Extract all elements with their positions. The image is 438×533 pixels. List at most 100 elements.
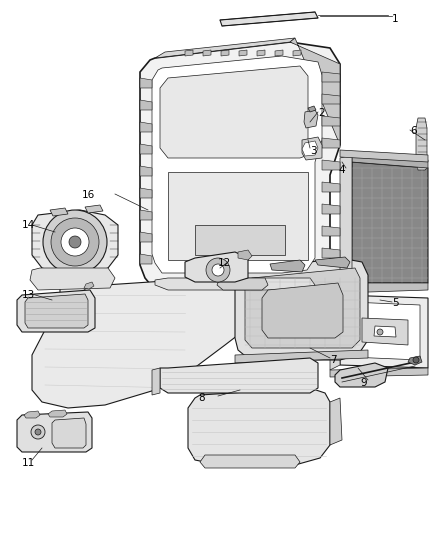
Circle shape (51, 218, 99, 266)
Polygon shape (160, 358, 318, 393)
Text: 3: 3 (310, 146, 317, 156)
Polygon shape (362, 318, 408, 345)
Text: 9: 9 (360, 378, 367, 388)
Polygon shape (322, 138, 340, 148)
Circle shape (43, 210, 107, 274)
Polygon shape (330, 368, 428, 377)
Polygon shape (315, 257, 350, 268)
Polygon shape (217, 278, 268, 290)
Circle shape (35, 429, 41, 435)
Polygon shape (52, 418, 86, 448)
Polygon shape (140, 78, 152, 88)
Circle shape (377, 329, 383, 335)
Polygon shape (330, 398, 342, 445)
Polygon shape (220, 12, 318, 26)
Polygon shape (221, 50, 229, 56)
Polygon shape (140, 188, 152, 198)
Polygon shape (155, 278, 315, 290)
Polygon shape (245, 268, 360, 348)
Polygon shape (140, 144, 152, 154)
Polygon shape (340, 295, 428, 368)
Polygon shape (308, 106, 316, 112)
Polygon shape (17, 412, 92, 452)
Polygon shape (293, 50, 301, 56)
Text: 5: 5 (392, 298, 399, 308)
Polygon shape (30, 268, 115, 290)
Polygon shape (155, 38, 295, 58)
Polygon shape (322, 116, 340, 126)
Polygon shape (200, 455, 300, 468)
Polygon shape (322, 204, 340, 214)
Polygon shape (50, 208, 68, 216)
Circle shape (206, 258, 230, 282)
Polygon shape (322, 94, 340, 104)
Text: 16: 16 (82, 190, 95, 200)
Polygon shape (374, 326, 396, 337)
Circle shape (413, 357, 419, 363)
Polygon shape (25, 294, 88, 328)
Text: 4: 4 (338, 165, 345, 175)
Polygon shape (140, 232, 152, 242)
Polygon shape (275, 50, 283, 56)
Polygon shape (235, 258, 368, 360)
Polygon shape (152, 56, 322, 273)
Polygon shape (304, 110, 318, 128)
Polygon shape (85, 205, 103, 213)
Polygon shape (84, 282, 94, 289)
Polygon shape (322, 160, 340, 170)
Polygon shape (185, 252, 248, 282)
Polygon shape (203, 50, 211, 56)
Polygon shape (17, 290, 95, 332)
Text: 8: 8 (198, 393, 205, 403)
Text: 13: 13 (22, 290, 35, 300)
Text: 14: 14 (22, 220, 35, 230)
Text: 1: 1 (392, 14, 399, 24)
Polygon shape (416, 118, 427, 170)
Circle shape (61, 228, 89, 256)
Polygon shape (32, 275, 248, 408)
Circle shape (31, 425, 45, 439)
Polygon shape (322, 248, 340, 258)
Polygon shape (140, 42, 340, 290)
Polygon shape (235, 350, 368, 363)
Polygon shape (322, 226, 340, 236)
Polygon shape (322, 72, 340, 82)
Polygon shape (340, 283, 428, 293)
Polygon shape (257, 50, 265, 56)
Polygon shape (335, 363, 388, 387)
Polygon shape (238, 250, 252, 260)
Polygon shape (352, 155, 428, 168)
Polygon shape (188, 388, 330, 465)
Polygon shape (322, 182, 340, 192)
Polygon shape (140, 122, 152, 132)
Polygon shape (408, 356, 422, 365)
Polygon shape (340, 155, 352, 286)
Text: 12: 12 (218, 258, 231, 268)
Polygon shape (350, 302, 420, 360)
Polygon shape (340, 150, 428, 162)
Polygon shape (140, 100, 152, 110)
Text: 6: 6 (410, 126, 417, 136)
Polygon shape (152, 368, 160, 395)
Polygon shape (160, 66, 308, 158)
Text: 11: 11 (22, 458, 35, 468)
Polygon shape (352, 162, 428, 283)
Polygon shape (302, 141, 318, 156)
Polygon shape (262, 283, 343, 338)
Polygon shape (330, 295, 340, 370)
Text: 2: 2 (318, 108, 325, 118)
Circle shape (212, 264, 224, 276)
Polygon shape (239, 50, 247, 56)
Polygon shape (195, 225, 285, 255)
Text: 7: 7 (330, 355, 337, 365)
Polygon shape (168, 172, 308, 260)
Polygon shape (185, 50, 193, 56)
Polygon shape (290, 38, 340, 145)
Polygon shape (24, 411, 40, 418)
Polygon shape (48, 410, 67, 417)
Polygon shape (140, 254, 152, 264)
Polygon shape (140, 210, 152, 220)
Polygon shape (302, 137, 322, 160)
Circle shape (69, 236, 81, 248)
Polygon shape (32, 210, 118, 275)
